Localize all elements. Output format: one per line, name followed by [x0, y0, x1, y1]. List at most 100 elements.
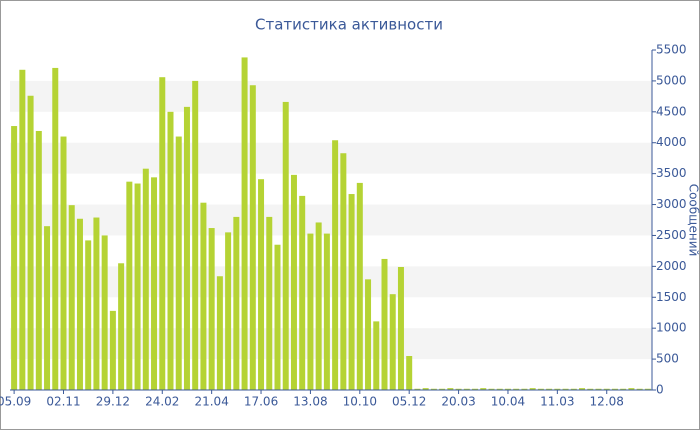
bar: [447, 388, 454, 390]
chart-title: Статистика активности: [255, 16, 443, 34]
bar: [93, 217, 100, 390]
bar: [192, 80, 199, 390]
x-tick-label: 02.11: [46, 395, 80, 409]
bar: [101, 235, 108, 390]
y-tick-label: 2000: [656, 259, 687, 273]
bar: [340, 153, 347, 390]
bar: [258, 179, 265, 390]
bar: [611, 388, 618, 390]
y-tick-label: 5000: [656, 73, 687, 87]
bar: [620, 388, 627, 390]
bar: [570, 388, 577, 390]
bar: [118, 263, 125, 390]
bar: [134, 183, 141, 390]
bar: [126, 181, 133, 390]
bar: [636, 388, 643, 390]
x-tick-label: 17.06: [244, 395, 278, 409]
bar: [282, 101, 289, 390]
y-tick-label: 3000: [656, 197, 687, 211]
bar: [422, 388, 429, 390]
y-tick-label: 500: [656, 352, 679, 366]
y-tick-label: 1500: [656, 290, 687, 304]
bar: [356, 182, 363, 390]
x-tick-label: 24.02: [145, 395, 179, 409]
bar: [628, 388, 635, 390]
bar: [60, 136, 67, 390]
x-tick-label: 20.03: [441, 395, 475, 409]
bar: [381, 258, 388, 390]
bar: [19, 69, 26, 391]
bar: [241, 57, 248, 390]
x-tick-label: 21.04: [194, 395, 228, 409]
bar: [183, 106, 190, 390]
bar: [200, 202, 207, 390]
bar: [603, 388, 610, 390]
bar: [216, 276, 223, 390]
y-tick-label: 4500: [656, 104, 687, 118]
bar: [348, 194, 355, 390]
bar: [35, 130, 42, 390]
bar: [52, 67, 59, 390]
bar: [290, 174, 297, 390]
x-tick-label: 10.04: [491, 395, 525, 409]
bar: [159, 77, 166, 390]
x-tick-label: 05.12: [392, 395, 426, 409]
bar: [373, 321, 380, 390]
y-tick-label: 4000: [656, 135, 687, 149]
bar: [315, 222, 322, 390]
bar: [233, 216, 240, 390]
grid-band: [10, 80, 652, 112]
bar: [579, 388, 586, 390]
grid-band: [10, 142, 652, 174]
bar: [225, 232, 232, 390]
bar: [307, 233, 314, 390]
bar: [488, 388, 495, 390]
bar: [430, 388, 437, 390]
bar: [208, 228, 215, 390]
bar: [323, 233, 330, 390]
bar: [554, 388, 561, 390]
grid-band: [10, 266, 652, 298]
bar: [595, 388, 602, 390]
bar: [529, 388, 536, 390]
bar: [546, 388, 553, 390]
bar: [11, 126, 18, 390]
y-tick-label: 5500: [656, 43, 687, 57]
x-tick-label: 12.08: [590, 395, 624, 409]
bar: [480, 388, 487, 390]
bar: [142, 168, 149, 390]
bar: [167, 111, 174, 391]
bar: [85, 240, 92, 390]
bar: [68, 205, 75, 390]
x-tick-label: 29.12: [96, 395, 130, 409]
x-tick-label: 10.10: [343, 395, 377, 409]
grid-band: [10, 204, 652, 236]
bar: [537, 388, 544, 390]
y-tick-label: 3500: [656, 166, 687, 180]
bar: [365, 279, 372, 390]
bar: [397, 266, 404, 390]
bar: [496, 388, 503, 390]
bar: [274, 244, 281, 390]
bar: [44, 226, 51, 390]
bar: [587, 388, 594, 390]
x-tick-label: 05.09: [0, 395, 31, 409]
bar: [513, 388, 520, 390]
bar: [249, 85, 256, 391]
bar: [455, 388, 462, 390]
bar: [406, 356, 413, 390]
y-tick-label: 1000: [656, 321, 687, 335]
bar: [562, 388, 569, 390]
bar: [109, 310, 116, 390]
bar: [644, 388, 651, 390]
bar: [472, 388, 479, 390]
bar: [266, 216, 273, 390]
bar: [151, 177, 158, 390]
x-tick-label: 13.08: [293, 395, 327, 409]
bar: [504, 388, 511, 390]
bar: [463, 388, 470, 390]
grid-band: [10, 328, 652, 360]
y-axis-label: Сообщений: [687, 184, 700, 257]
bar: [332, 140, 339, 390]
